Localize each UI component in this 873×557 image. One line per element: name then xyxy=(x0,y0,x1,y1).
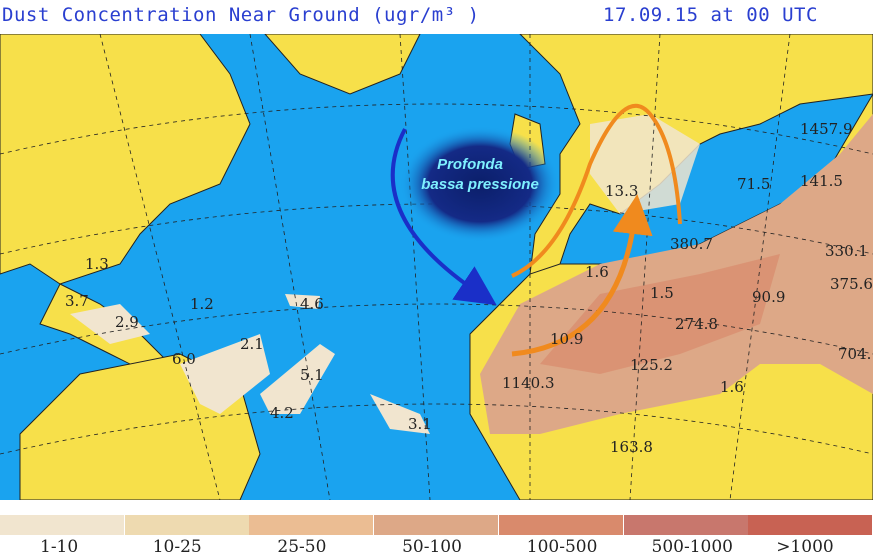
map-header: Dust Concentration Near Ground (ugr/m³ )… xyxy=(0,0,873,34)
legend-swatch xyxy=(498,515,623,535)
map-label: 1.5 xyxy=(650,284,674,302)
legend-swatch xyxy=(623,515,748,535)
legend-swatch xyxy=(124,515,249,535)
legend-label: >1000 xyxy=(776,537,834,557)
map-label: 163.8 xyxy=(610,438,653,456)
map-label: 1.6 xyxy=(720,378,744,396)
dust-map: Profonda bassa pressione 1.3 3.7 2.9 1.2… xyxy=(0,34,873,500)
legend: 1-10 10-25 25-50 50-100 100-500 500-1000 >1000 xyxy=(0,515,873,557)
blue-flow-arrow-icon xyxy=(390,128,497,306)
map-label: 3.7 xyxy=(65,292,89,310)
annotation-line2: bassa pressione xyxy=(421,176,539,193)
map-label: 1.3 xyxy=(85,255,109,273)
map-label: 10.9 xyxy=(550,330,583,348)
low-pressure-area xyxy=(400,126,560,242)
annotation-line1: Profonda xyxy=(437,156,503,173)
legend-label: 1-10 xyxy=(40,537,79,557)
map-label: 380.7 xyxy=(670,235,713,253)
map-label: 704. xyxy=(838,345,871,363)
legend-swatch xyxy=(0,515,124,535)
map-label: 1457.9 xyxy=(800,120,853,138)
map-label: 125.2 xyxy=(630,356,673,374)
map-label: 13.3 xyxy=(605,182,638,200)
legend-swatch xyxy=(374,515,499,535)
map-label: 274.8 xyxy=(675,315,718,333)
map-label: 1140.3 xyxy=(502,374,555,392)
north-america xyxy=(0,34,251,285)
map-label: 5.1 xyxy=(300,366,324,384)
legend-label: 10-25 xyxy=(152,537,202,557)
map-datetime: 17.09.15 at 00 UTC xyxy=(603,4,818,26)
orange-ridge-arrow-icon xyxy=(511,103,682,278)
map-label: 1.2 xyxy=(190,295,214,313)
legend-label: 50-100 xyxy=(402,537,462,557)
legend-swatch xyxy=(249,515,374,535)
map-label: 2.1 xyxy=(240,335,264,353)
legend-label: 25-50 xyxy=(277,537,327,557)
map-label: 330.1 xyxy=(825,242,868,260)
map-label: 141.5 xyxy=(800,172,843,190)
greenland xyxy=(264,34,421,95)
map-label: 90.9 xyxy=(752,288,785,306)
map-label: 1.6 xyxy=(585,263,609,281)
concentration-labels: 1.3 3.7 2.9 1.2 4.6 2.1 6.0 5.1 4.2 3.1 … xyxy=(65,120,873,456)
legend-label: 100-500 xyxy=(526,537,598,557)
dust-plume xyxy=(70,114,873,434)
map-title: Dust Concentration Near Ground (ugr/m³ ) xyxy=(2,4,480,26)
map-label: 375.6 xyxy=(830,275,873,293)
legend-label: 500-1000 xyxy=(651,537,733,557)
orange-flow-arrow-icon xyxy=(511,194,653,357)
map-label: 4.6 xyxy=(300,295,324,313)
map-label: 6.0 xyxy=(172,350,196,368)
map-label: 71.5 xyxy=(737,175,770,193)
europe xyxy=(519,34,873,295)
legend-swatch xyxy=(748,515,873,535)
map-label: 2.9 xyxy=(115,313,139,331)
map-label: 4.2 xyxy=(270,404,294,422)
map-label: 3.1 xyxy=(408,415,432,433)
